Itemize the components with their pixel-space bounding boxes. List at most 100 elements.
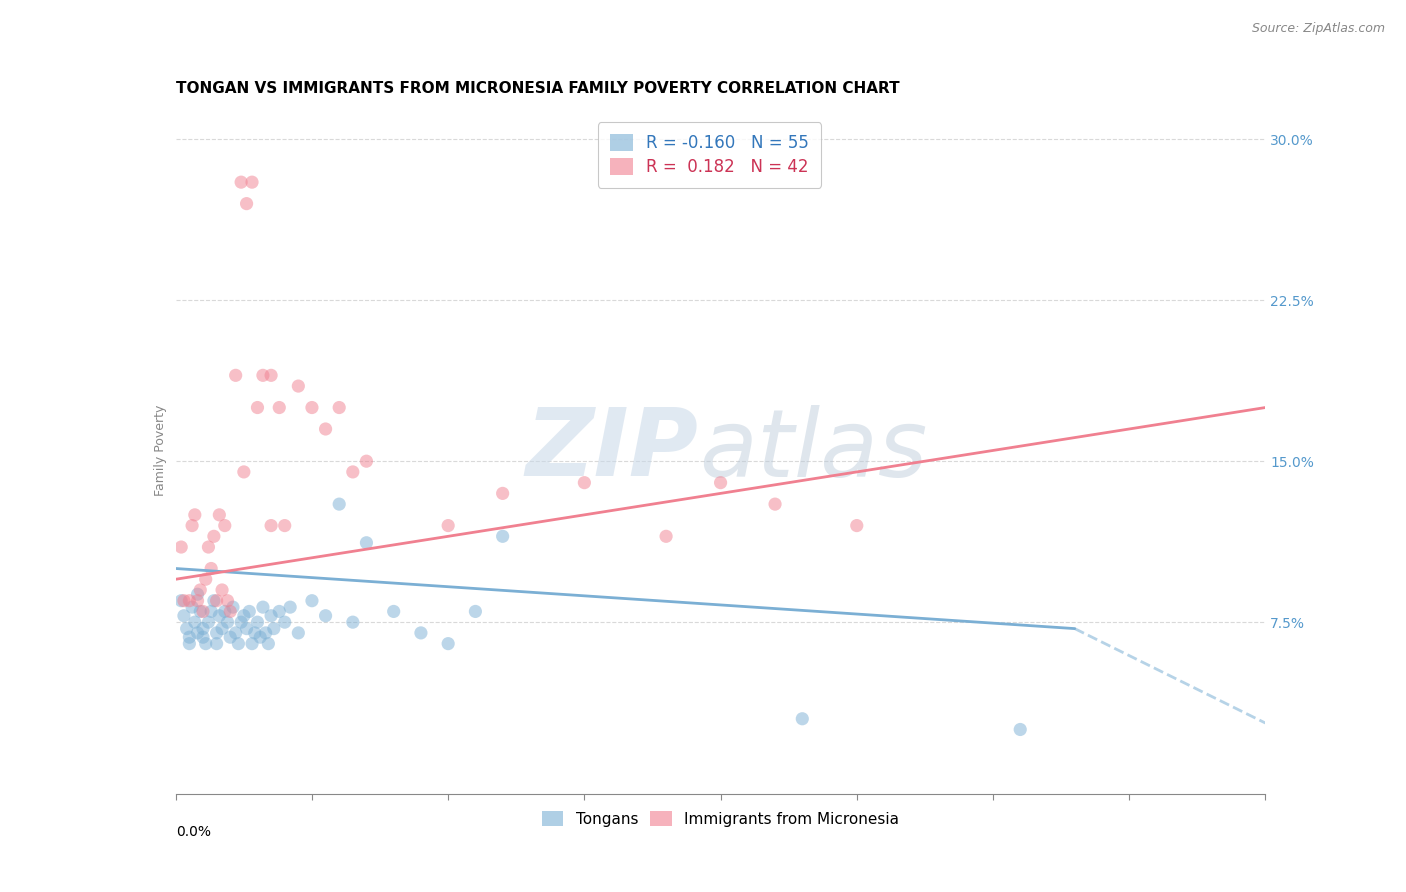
Point [238, 604, 260, 618]
Point [301, 401, 323, 415]
Point [197, 615, 219, 630]
Point [492, 529, 515, 543]
Point [194, 637, 217, 651]
Text: TONGAN VS IMMIGRANTS FROM MICRONESIA FAMILY POVERTY CORRELATION CHART: TONGAN VS IMMIGRANTS FROM MICRONESIA FAM… [176, 81, 900, 96]
Point [287, 626, 309, 640]
Point [200, 561, 222, 575]
Point [249, 630, 271, 644]
Point [184, 508, 207, 522]
Point [356, 535, 378, 549]
Point [208, 608, 231, 623]
Point [315, 422, 337, 436]
Point [232, 465, 254, 479]
Point [219, 604, 242, 618]
Point [574, 475, 596, 490]
Point [181, 600, 204, 615]
Point [845, 518, 868, 533]
Point [179, 630, 201, 644]
Point [231, 615, 253, 630]
Point [437, 637, 460, 651]
Point [260, 518, 283, 533]
Point [202, 529, 225, 543]
Point [225, 368, 247, 383]
Point [186, 587, 209, 601]
Point [181, 518, 204, 533]
Point [202, 593, 225, 607]
Point [214, 604, 236, 618]
Point [437, 518, 460, 533]
Point [243, 626, 266, 640]
Point [274, 615, 297, 630]
Point [197, 540, 219, 554]
Point [655, 529, 678, 543]
Point [194, 572, 217, 586]
Point [191, 604, 214, 618]
Point [232, 608, 254, 623]
Point [492, 486, 515, 500]
Point [188, 604, 211, 618]
Point [464, 604, 486, 618]
Point [269, 401, 291, 415]
Point [342, 615, 364, 630]
Text: atlas: atlas [699, 405, 927, 496]
Point [240, 175, 263, 189]
Point [214, 518, 236, 533]
Point [191, 630, 214, 644]
Point [217, 593, 239, 607]
Legend: Tongans, Immigrants from Micronesia: Tongans, Immigrants from Micronesia [534, 803, 907, 834]
Point [301, 593, 323, 607]
Point [763, 497, 786, 511]
Point [205, 593, 228, 607]
Point [342, 465, 364, 479]
Point [211, 582, 233, 597]
Point [211, 622, 233, 636]
Point [170, 540, 193, 554]
Point [188, 582, 211, 597]
Point [269, 604, 291, 618]
Point [382, 604, 405, 618]
Point [1010, 723, 1032, 737]
Point [184, 615, 207, 630]
Point [228, 637, 250, 651]
Point [205, 626, 228, 640]
Point [186, 593, 209, 607]
Point [200, 604, 222, 618]
Point [176, 622, 198, 636]
Point [328, 497, 350, 511]
Point [225, 626, 247, 640]
Point [328, 401, 350, 415]
Y-axis label: Family Poverty: Family Poverty [155, 405, 167, 496]
Point [252, 368, 274, 383]
Point [287, 379, 309, 393]
Point [409, 626, 432, 640]
Point [257, 637, 280, 651]
Point [240, 637, 263, 651]
Point [219, 630, 242, 644]
Point [263, 622, 285, 636]
Point [231, 175, 253, 189]
Point [246, 615, 269, 630]
Point [260, 608, 283, 623]
Point [186, 626, 209, 640]
Point [260, 368, 283, 383]
Text: Source: ZipAtlas.com: Source: ZipAtlas.com [1251, 22, 1385, 36]
Point [252, 600, 274, 615]
Point [222, 600, 245, 615]
Point [274, 518, 297, 533]
Point [170, 593, 193, 607]
Point [792, 712, 814, 726]
Point [235, 196, 257, 211]
Point [246, 401, 269, 415]
Point [205, 637, 228, 651]
Point [173, 593, 195, 607]
Point [173, 608, 195, 623]
Point [356, 454, 378, 468]
Point [179, 637, 201, 651]
Point [254, 626, 277, 640]
Point [710, 475, 733, 490]
Point [235, 622, 257, 636]
Text: 0.0%: 0.0% [176, 825, 211, 838]
Point [217, 615, 239, 630]
Point [191, 622, 214, 636]
Point [278, 600, 301, 615]
